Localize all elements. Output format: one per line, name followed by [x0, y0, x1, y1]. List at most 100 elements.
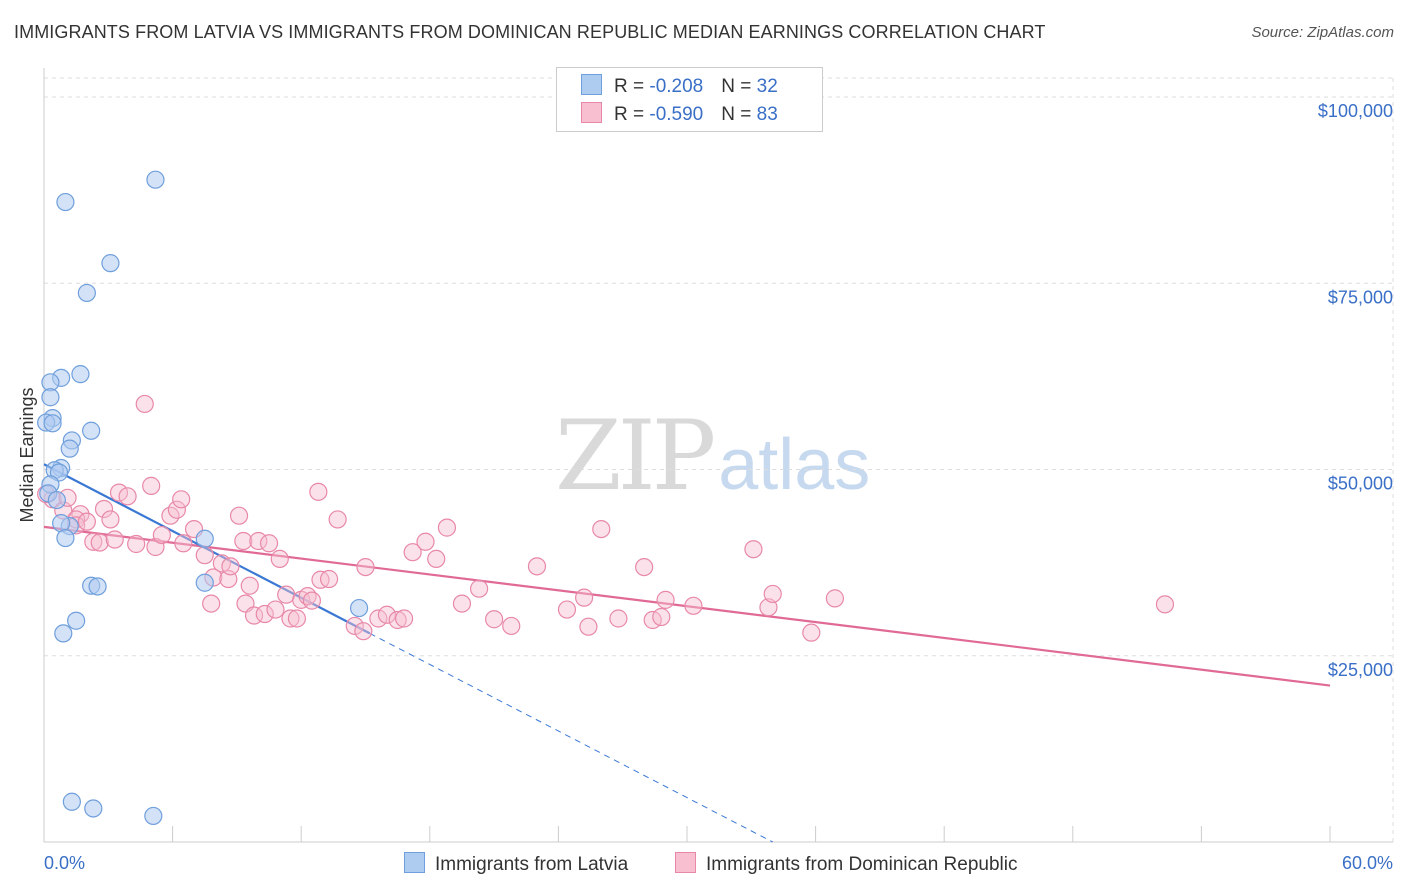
point-latvia	[67, 611, 86, 630]
watermark-atlas: atlas	[718, 425, 871, 505]
points-dominican-layer	[37, 394, 1175, 642]
point-dominican	[763, 584, 782, 604]
point-dominican	[416, 532, 435, 551]
point-dominican	[152, 525, 171, 545]
point-dominican	[255, 604, 274, 624]
legend-r-label: R =	[614, 76, 650, 97]
point-latvia	[71, 365, 90, 384]
point-dominican	[142, 476, 161, 495]
point-latvia	[84, 799, 103, 818]
point-dominican	[656, 590, 675, 609]
legend-r-value: -0.590	[649, 104, 704, 125]
point-latvia	[56, 528, 75, 548]
legend-r-value: -0.208	[649, 76, 704, 97]
point-dominican	[759, 598, 778, 617]
point-dominican	[302, 591, 322, 610]
axis-layer	[43, 68, 1393, 843]
point-dominican	[90, 533, 109, 552]
point-dominican	[377, 605, 397, 624]
point-dominican	[287, 609, 307, 628]
source-label: Source: ZipAtlas.com	[1251, 24, 1394, 41]
point-dominican	[266, 600, 285, 619]
point-dominican	[270, 549, 289, 569]
point-dominican	[557, 600, 577, 619]
point-latvia	[54, 624, 73, 643]
point-dominican	[427, 549, 446, 569]
point-latvia	[88, 577, 107, 596]
point-latvia	[41, 388, 60, 407]
point-dominican	[259, 534, 279, 553]
point-latvia	[195, 573, 214, 592]
point-latvia	[101, 254, 120, 273]
point-latvia	[43, 414, 62, 433]
grid-layer	[44, 77, 1394, 842]
point-latvia	[195, 529, 214, 548]
point-dominican	[202, 594, 221, 613]
watermark-zip: ZIP	[555, 400, 716, 512]
bottom-legend-dominican: Immigrants from Dominican Republic	[675, 852, 1018, 876]
bottom-legend-label-latvia: Immigrants from Latvia	[435, 854, 629, 875]
legend-n-label: N =	[721, 104, 757, 125]
trend-layer	[43, 463, 1331, 843]
points-latvia-layer	[37, 170, 369, 826]
correlation-legend: R = -0.208 N = 32 R = -0.590 N = 83	[556, 67, 823, 132]
legend-swatch-dominican	[581, 102, 602, 123]
point-dominican	[575, 588, 594, 607]
point-latvia	[60, 439, 79, 458]
legend-n-label: N =	[721, 76, 757, 97]
point-dominican	[469, 579, 489, 598]
point-latvia	[77, 283, 96, 303]
chart-title: IMMIGRANTS FROM LATVIA VS IMMIGRANTS FRO…	[14, 22, 1046, 42]
y-tick-label: $100,000	[1318, 101, 1393, 121]
point-dominican	[684, 596, 703, 615]
point-dominican	[234, 531, 253, 551]
bottom-legend-latvia: Immigrants from Latvia	[404, 852, 628, 876]
point-dominican	[437, 518, 457, 537]
legend-row-dominican: R = -0.590 N = 83	[581, 102, 778, 126]
bottom-legend-swatch-dominican	[675, 852, 696, 873]
x-tick-label-max: 60.0%	[1342, 853, 1393, 873]
x-tick-label-min: 0.0%	[44, 853, 85, 873]
point-dominican	[127, 534, 146, 554]
point-dominican	[249, 531, 268, 551]
point-dominican	[84, 532, 103, 551]
bottom-legend-swatch-latvia	[404, 852, 425, 873]
point-dominican	[135, 394, 154, 414]
y-tick-label: $25,000	[1328, 660, 1393, 680]
point-dominican	[221, 557, 240, 576]
point-dominican	[802, 623, 821, 642]
point-latvia	[349, 598, 369, 618]
point-dominican	[635, 557, 654, 577]
trend-line-latvia-extension	[369, 632, 773, 843]
point-latvia	[146, 170, 165, 189]
point-dominican	[403, 543, 422, 562]
legend-n-value: 83	[756, 104, 778, 125]
point-dominican	[579, 617, 598, 636]
point-dominican	[609, 609, 628, 628]
point-dominican	[174, 534, 193, 553]
point-dominican	[527, 557, 547, 576]
point-dominican	[825, 589, 844, 608]
point-dominican	[485, 610, 504, 629]
point-dominican	[105, 530, 124, 549]
y-tick-label: $75,000	[1328, 287, 1393, 307]
point-latvia	[82, 421, 101, 440]
point-dominican	[172, 490, 191, 509]
point-dominican	[309, 482, 328, 501]
point-dominican	[167, 500, 186, 519]
point-dominican	[652, 607, 671, 627]
point-dominican	[195, 546, 214, 565]
point-dominican	[452, 594, 472, 613]
legend-swatch-latvia	[581, 74, 602, 95]
point-dominican	[356, 557, 375, 577]
point-dominican	[502, 616, 521, 636]
trend-line-latvia	[43, 463, 371, 635]
label-layer: $25,000 $50,000 $75,000 $100,000 0.0% 60.0% Me…	[17, 101, 1393, 873]
point-dominican	[94, 499, 114, 519]
point-dominican	[744, 540, 763, 559]
point-dominican	[388, 610, 407, 630]
point-dominican	[328, 510, 347, 529]
point-dominican	[592, 519, 611, 539]
point-latvia	[52, 514, 71, 533]
